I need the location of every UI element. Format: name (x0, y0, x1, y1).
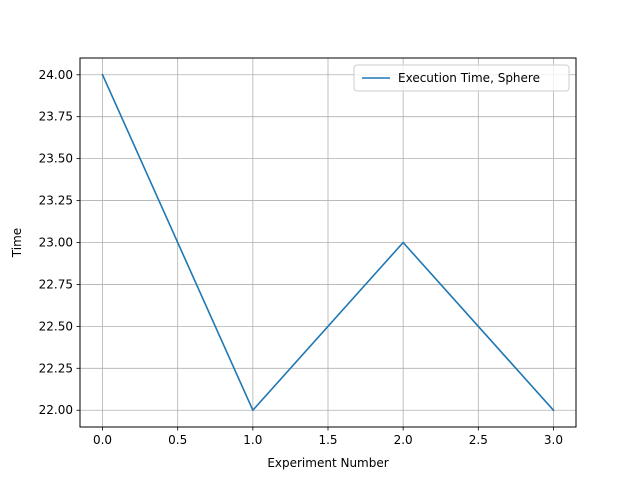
data-point (252, 409, 254, 412)
y-tick-label: 23.25 (39, 194, 73, 208)
data-point (101, 73, 104, 76)
y-axis-label: Time (10, 228, 24, 258)
x-tick-label: 3.0 (544, 433, 563, 447)
data-point (552, 409, 555, 412)
x-tick-label: 1.0 (243, 433, 262, 447)
legend: Execution Time, Sphere (353, 64, 570, 92)
legend-label: Execution Time, Sphere (398, 71, 540, 85)
y-tick-label: 22.75 (39, 277, 73, 291)
y-tick-label: 23.75 (39, 110, 73, 124)
x-tick-label: 1.5 (318, 433, 337, 447)
y-tick-label: 22.25 (39, 361, 73, 375)
data-point (402, 241, 404, 244)
x-tick-label: 2.5 (469, 433, 488, 447)
x-tick-label: 2.0 (394, 433, 413, 447)
y-tick-label: 22.00 (39, 403, 73, 417)
y-tick-label: 23.50 (39, 152, 73, 166)
series-line (101, 73, 555, 412)
x-axis-label: Experiment Number (267, 456, 388, 470)
ticks-layer: 0.0 0.5 1.0 1.5 2.0 2.5 3.0 22.00 22.25 22.50 22.7… (39, 68, 563, 447)
y-tick-label: 22.50 (39, 319, 73, 333)
x-tick-label: 0.0 (93, 433, 112, 447)
y-tick-label: 24.00 (39, 68, 73, 82)
legend-box (353, 64, 570, 92)
series-layer (101, 73, 555, 412)
y-tick-label: 23.00 (39, 236, 73, 250)
x-tick-label: 0.5 (168, 433, 187, 447)
